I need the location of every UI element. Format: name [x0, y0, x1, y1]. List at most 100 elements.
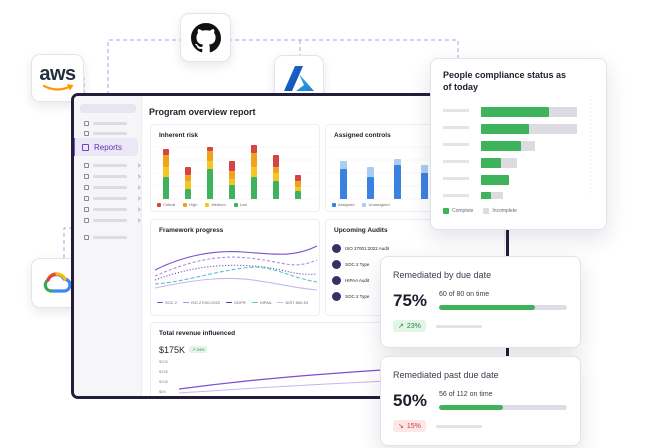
compliance-bar-incomplete — [521, 141, 535, 151]
risk-bar-segment — [295, 175, 301, 181]
row-label-placeholder — [443, 126, 469, 129]
panel-title: Remediated by due date — [393, 270, 492, 280]
sidebar-item-label: Reports — [94, 142, 123, 152]
sidebar-item[interactable] — [84, 234, 127, 240]
sidebar-item[interactable] — [84, 195, 141, 201]
chevron-right-icon — [136, 184, 141, 190]
chevron-right-icon — [136, 206, 141, 212]
risk-bar-segment — [229, 179, 235, 185]
risk-bar-segment — [251, 167, 257, 177]
risk-bar-segment — [273, 173, 279, 181]
sidebar-item[interactable] — [84, 130, 127, 136]
nav-icon — [84, 120, 89, 126]
compliance-bar-complete — [481, 192, 491, 199]
inherent-risk-card: Inherent risk Critical High Medium Low — [150, 124, 320, 212]
google-cloud-icon — [43, 272, 72, 293]
control-bar-unassigned — [340, 161, 347, 169]
legend-item: SOC 2 — [157, 300, 177, 305]
chevron-right-icon — [136, 173, 141, 179]
risk-bar-segment — [273, 155, 279, 167]
audit-row[interactable]: HIPAA Audit — [332, 276, 369, 285]
legend-item: Low — [233, 202, 247, 207]
inherent-risk-chart — [155, 145, 317, 200]
framework-progress-chart — [154, 245, 318, 291]
risk-bar-segment — [185, 181, 191, 189]
azure-icon — [284, 66, 314, 91]
risk-bar-segment — [207, 151, 213, 161]
risk-bar-segment — [251, 145, 257, 153]
sidebar: Reports — [74, 96, 142, 396]
sidebar-item[interactable] — [84, 120, 127, 126]
card-title: Assigned controls — [334, 132, 391, 139]
compliance-bar-incomplete — [529, 124, 577, 134]
nav-icon — [84, 195, 89, 201]
audit-name: ISO 27001:2022 Audit — [345, 246, 390, 251]
row-label-placeholder — [443, 194, 469, 197]
audit-icon — [332, 260, 341, 269]
remediation-percent: 50% — [393, 391, 428, 410]
audit-row[interactable]: SOC 2 Type — [332, 292, 369, 301]
trend-badge: ↘ 15% — [393, 420, 426, 432]
aws-wordmark: aws — [39, 63, 76, 85]
axis-tick-label: $15K — [159, 369, 169, 374]
row-label-placeholder — [443, 177, 469, 180]
compliance-bar-complete — [481, 158, 501, 168]
audit-row[interactable]: ISO 27001:2022 Audit — [332, 244, 389, 253]
sidebar-item[interactable] — [84, 206, 141, 212]
legend-item: Medium — [205, 202, 226, 207]
compliance-bar-complete — [481, 124, 529, 134]
remediated-past-due-panel: Remediated past due date 50% 56 of 112 o… — [380, 356, 581, 446]
remediation-progress-bar — [439, 405, 567, 410]
audit-row[interactable]: SOC 2 Type — [332, 260, 369, 269]
control-bar-assigned — [394, 165, 401, 199]
sidebar-item[interactable] — [84, 173, 141, 179]
risk-bar-segment — [207, 147, 213, 151]
remediation-detail: 56 of 112 on time — [439, 391, 493, 398]
framework-progress-legend: SOC 2 ISO 27001:2022 GDPR HIPAA NIST 800-53 — [157, 300, 308, 305]
risk-bar-segment — [163, 149, 169, 155]
risk-bar-segment — [207, 161, 213, 169]
compliance-bar-incomplete — [549, 107, 577, 117]
risk-bar-segment — [229, 185, 235, 199]
nav-icon — [84, 217, 89, 223]
axis-tick-label: $10K — [159, 379, 169, 384]
remediation-percent: 75% — [393, 291, 428, 310]
card-title: Inherent risk — [159, 132, 199, 139]
card-title: Upcoming Audits — [334, 227, 388, 234]
compliance-bar-complete — [481, 175, 509, 185]
legend-item: HIPAA — [251, 300, 271, 305]
card-title: Total revenue influenced — [159, 330, 236, 337]
inherent-risk-legend: Critical High Medium Low — [157, 202, 247, 207]
github-logo — [180, 13, 231, 62]
compliance-bar-complete — [481, 141, 521, 151]
row-label-placeholder — [443, 109, 469, 112]
github-icon — [190, 22, 221, 52]
row-label-placeholder — [443, 160, 469, 163]
chevron-right-icon — [136, 162, 141, 168]
panel-title: Remediated past due date — [393, 370, 499, 380]
nav-icon — [84, 173, 89, 179]
risk-bar-segment — [185, 175, 191, 181]
nav-icon — [84, 130, 89, 136]
risk-bar-segment — [251, 177, 257, 199]
risk-bar-segment — [163, 177, 169, 199]
risk-bar-segment — [229, 161, 235, 171]
people-compliance-chart — [443, 99, 592, 199]
sidebar-search[interactable] — [80, 104, 136, 113]
sidebar-item-reports[interactable]: Reports — [74, 138, 138, 156]
sidebar-item[interactable] — [84, 162, 141, 168]
control-bar-assigned — [421, 173, 428, 199]
compliance-bar-complete — [481, 107, 549, 117]
audit-name: SOC 2 Type — [345, 294, 370, 299]
sidebar-item[interactable] — [84, 184, 141, 190]
compliance-bar-incomplete — [501, 158, 517, 168]
legend-item: Assigned — [332, 202, 354, 207]
audit-icon — [332, 244, 341, 253]
sidebar-item[interactable] — [84, 217, 141, 223]
assigned-controls-legend: Assigned Unassigned — [332, 202, 390, 207]
legend-item: Critical — [157, 202, 175, 207]
nav-icon — [84, 206, 89, 212]
legend-incomplete: Incomplete — [483, 208, 517, 214]
risk-bar-segment — [163, 167, 169, 177]
